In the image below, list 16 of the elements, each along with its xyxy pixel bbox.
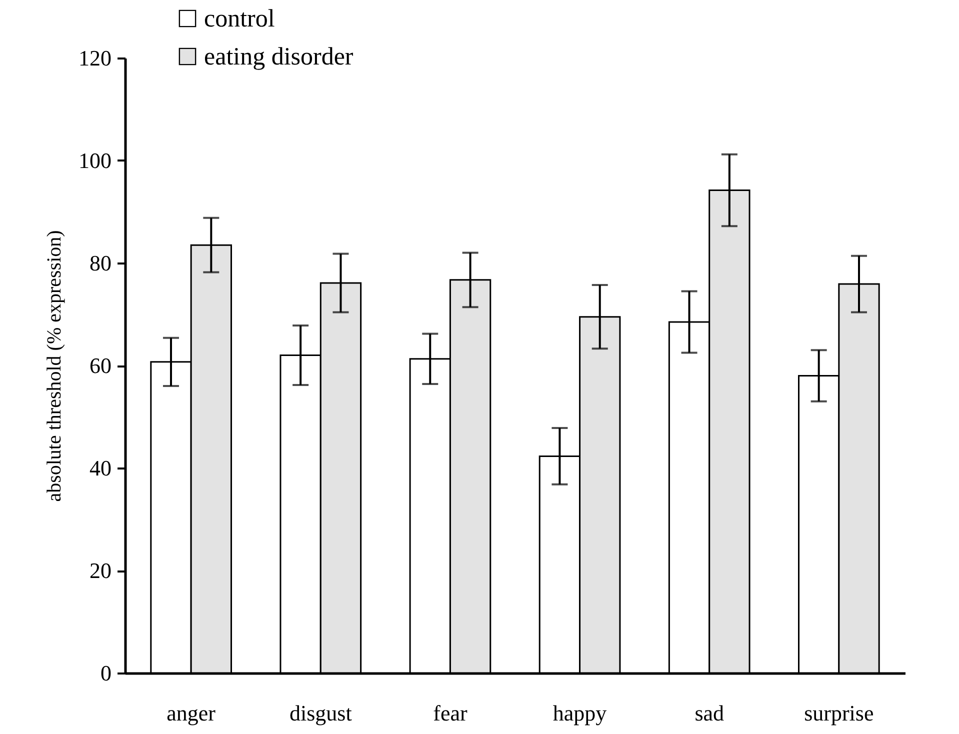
y-tick-label: 120 bbox=[78, 46, 112, 70]
y-axis-title: absolute threshold (% expression) bbox=[44, 230, 66, 502]
y-tick-label: 100 bbox=[78, 148, 112, 173]
y-tick-label: 40 bbox=[90, 456, 112, 480]
x-tick-label: disgust bbox=[289, 700, 352, 726]
y-tick-label: 60 bbox=[90, 353, 112, 378]
x-tick-label: fear bbox=[433, 700, 468, 726]
x-tick-label: anger bbox=[166, 700, 216, 726]
x-tick-label: sad bbox=[694, 700, 724, 726]
legend-label: control bbox=[204, 6, 275, 32]
x-tick-label: happy bbox=[552, 700, 607, 726]
legend-label: eating disorder bbox=[204, 44, 354, 70]
y-tick-label: 20 bbox=[90, 558, 112, 583]
y-tick-label: 0 bbox=[100, 660, 112, 686]
x-tick-label: surprise bbox=[804, 700, 874, 726]
y-tick-label: 80 bbox=[90, 250, 112, 276]
